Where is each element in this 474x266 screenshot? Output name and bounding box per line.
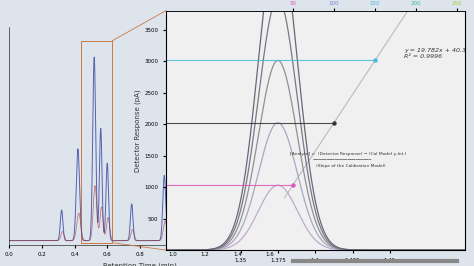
Point bbox=[289, 183, 297, 187]
Text: y = 19.782x + 40.3
R² = 0.9996: y = 19.782x + 40.3 R² = 0.9996 bbox=[404, 48, 465, 59]
Point bbox=[330, 121, 337, 125]
Text: [Analyte] =  (Detector Response) − (Cal Model y-Int.)
                 ─────────: [Analyte] = (Detector Response) − (Cal M… bbox=[290, 152, 406, 168]
X-axis label: Retention Time (min): Retention Time (min) bbox=[103, 263, 177, 266]
Y-axis label: Detector Response (pA): Detector Response (pA) bbox=[135, 89, 141, 172]
Bar bbox=[81, 41, 112, 243]
Point bbox=[371, 58, 379, 63]
